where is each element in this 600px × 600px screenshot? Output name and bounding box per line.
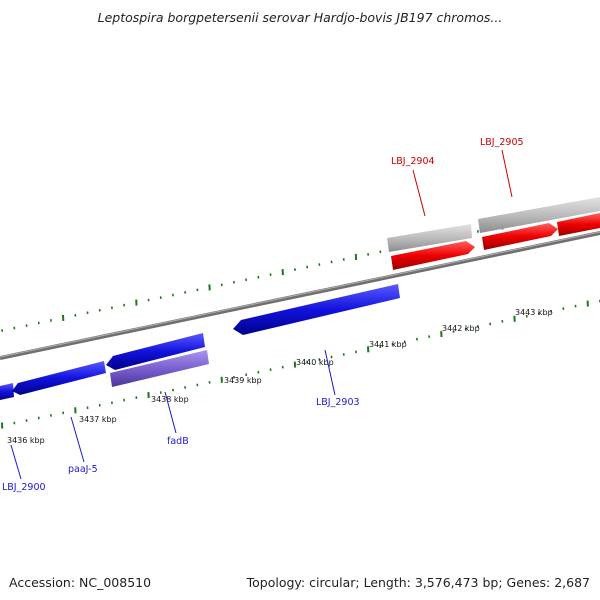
gene-arrow-next[interactable] bbox=[557, 213, 600, 236]
gene-label-LBJ_2905[interactable]: LBJ_2905 bbox=[480, 137, 524, 148]
gene-label-paaJ-5[interactable]: paaJ-5 bbox=[68, 464, 98, 475]
gene-arrow-LBJ_2905[interactable] bbox=[482, 223, 558, 250]
tick-track-lower bbox=[1, 299, 600, 429]
topology-summary: Topology: circular; Length: 3,576,473 bp… bbox=[246, 575, 590, 590]
label-leaders bbox=[10, 149, 513, 480]
gene-label-fadB[interactable]: fadB bbox=[167, 436, 189, 447]
tick-label-3437: 3437 kbp bbox=[79, 415, 117, 424]
tick-label-3442: 3442 kbp bbox=[442, 324, 480, 333]
gene-arrow-fadB-alt[interactable] bbox=[110, 350, 209, 387]
gene-arrow-LBJ_2904[interactable] bbox=[391, 241, 475, 270]
tick-label-3440: 3440 kbp bbox=[296, 358, 334, 367]
gene-arrow-fadB[interactable] bbox=[106, 333, 205, 370]
gene-arrow-LBJ_2903[interactable] bbox=[233, 284, 400, 335]
gene-labels: LBJ_2900 paaJ-5 fadB LBJ_2903 LBJ_2904 L… bbox=[2, 137, 524, 493]
tick-labels: 3436 kbp 3437 kbp 3438 kbp 3439 kbp 3440… bbox=[7, 308, 553, 445]
map-title: Leptospira borgpetersenii serovar Hardjo… bbox=[97, 10, 503, 25]
tick-label-3443: 3443 kbp bbox=[515, 308, 553, 317]
forward-strand-genes bbox=[387, 197, 600, 270]
gene-arrow-LBJ_2900-left[interactable] bbox=[0, 383, 14, 400]
tick-label-3438: 3438 kbp bbox=[151, 395, 189, 404]
gene-label-LBJ_2900[interactable]: LBJ_2900 bbox=[2, 482, 46, 493]
reverse-strand-genes bbox=[0, 284, 400, 400]
tick-label-3441: 3441 kbp bbox=[369, 340, 407, 349]
gene-shadow-LBJ_2905 bbox=[478, 197, 600, 233]
gene-label-LBJ_2903[interactable]: LBJ_2903 bbox=[316, 397, 360, 408]
gene-arrow-paaJ-5[interactable] bbox=[12, 361, 106, 395]
gene-shadow-LBJ_2904 bbox=[387, 224, 472, 252]
tick-label-3439: 3439 kbp bbox=[224, 376, 262, 385]
backbone bbox=[0, 231, 600, 360]
gene-label-LBJ_2904[interactable]: LBJ_2904 bbox=[391, 156, 435, 167]
accession-text: Accession: NC_008510 bbox=[9, 575, 152, 590]
tick-label-3436: 3436 kbp bbox=[7, 436, 45, 445]
